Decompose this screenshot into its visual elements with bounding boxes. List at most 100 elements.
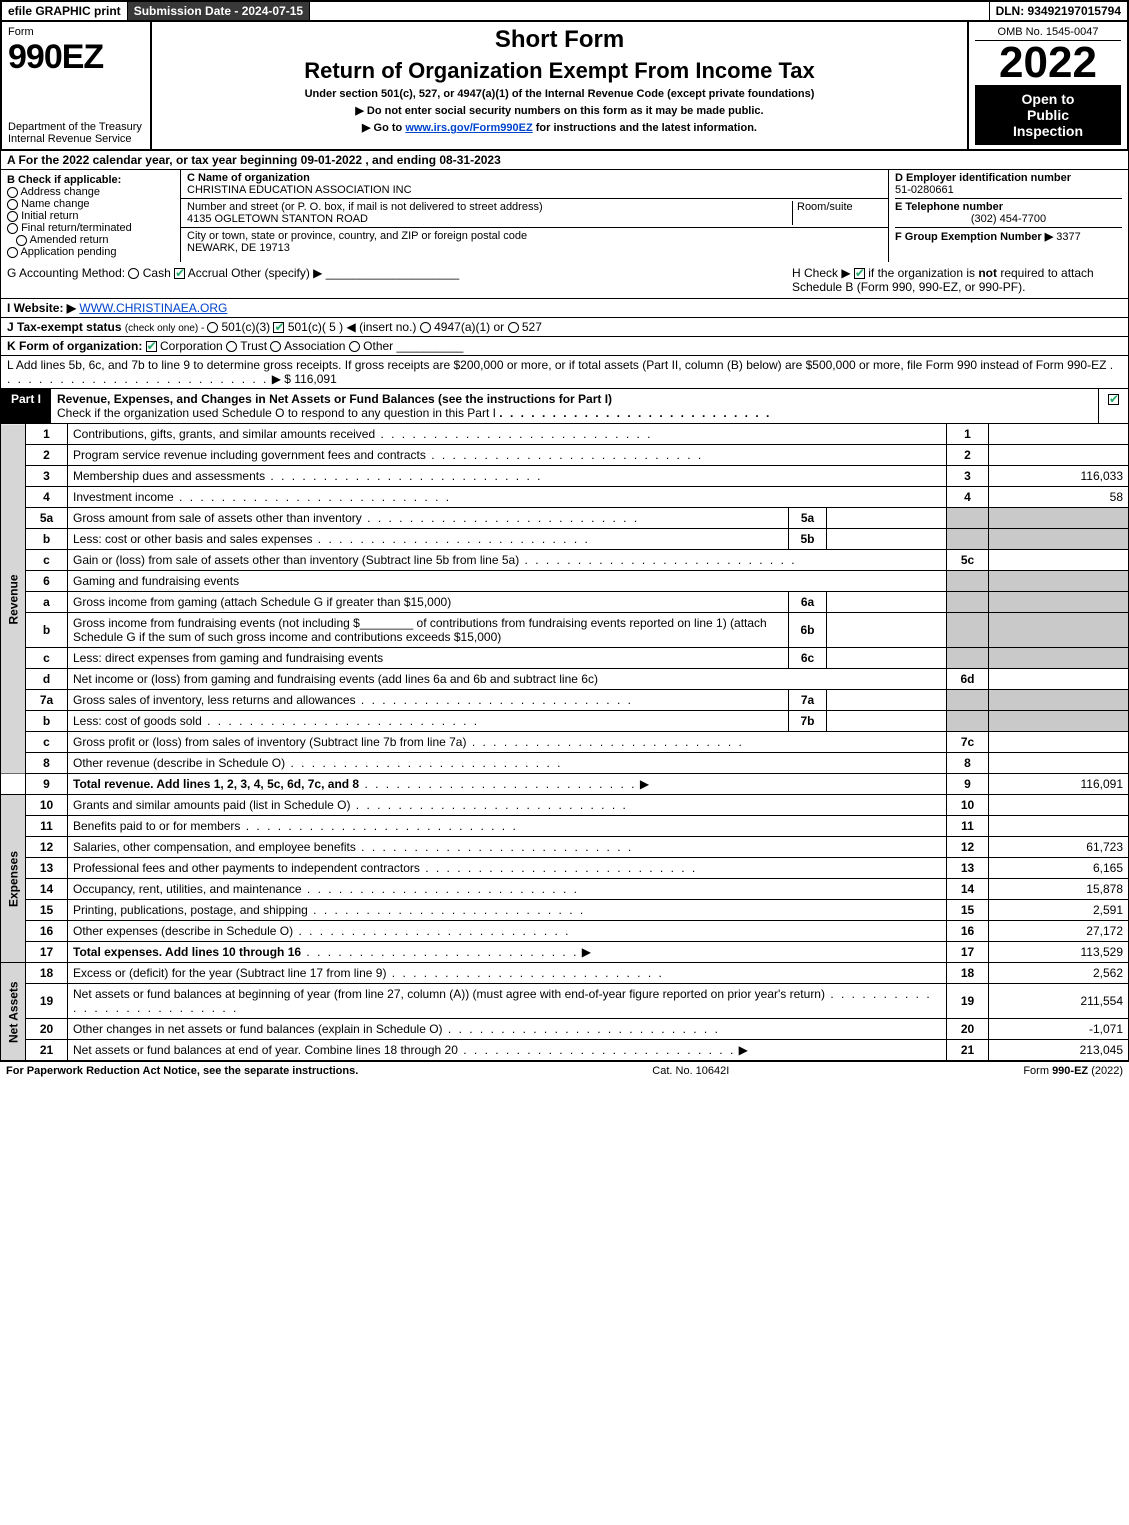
cb-schedule-b[interactable]	[854, 268, 865, 279]
num-2: 2	[947, 445, 989, 466]
dept-irs: Internal Revenue Service	[8, 133, 132, 145]
table-row: 20 Other changes in net assets or fund b…	[1, 1019, 1129, 1040]
cb-association[interactable]	[270, 341, 281, 352]
table-row: Revenue 1 Contributions, gifts, grants, …	[1, 424, 1129, 445]
cb-4947[interactable]	[420, 322, 431, 333]
subval-6a	[827, 592, 947, 613]
irs-link[interactable]: www.irs.gov/Form990EZ	[405, 122, 532, 134]
cb-corporation[interactable]	[146, 341, 157, 352]
lineno-16: 16	[26, 921, 68, 942]
open2: Public	[1027, 107, 1069, 123]
table-row: Net Assets 18 Excess or (deficit) for th…	[1, 963, 1129, 984]
cb-trust[interactable]	[226, 341, 237, 352]
org-city: NEWARK, DE 19713	[187, 242, 290, 254]
e-phone-val: (302) 454-7700	[895, 213, 1122, 225]
j-label: J Tax-exempt status	[7, 320, 122, 334]
lineno-17: 17	[26, 942, 68, 963]
val-8	[989, 753, 1129, 774]
footer-right-form: 990-EZ	[1052, 1065, 1088, 1077]
val-11	[989, 816, 1129, 837]
revenue-side-label: Revenue	[1, 424, 26, 774]
org-name: CHRISTINA EDUCATION ASSOCIATION INC	[187, 184, 412, 196]
cb-part-i-schedule-o[interactable]	[1108, 394, 1119, 405]
desc-6d: Net income or (loss) from gaming and fun…	[73, 672, 598, 686]
h-text2: if the organization is	[868, 266, 978, 280]
table-row: c Less: direct expenses from gaming and …	[1, 648, 1129, 669]
lbl-trust: Trust	[240, 339, 267, 353]
desc-7c: Gross profit or (loss) from sales of inv…	[73, 735, 466, 749]
cb-527[interactable]	[508, 322, 519, 333]
desc-5c: Gain or (loss) from sale of assets other…	[73, 553, 519, 567]
desc-13: Professional fees and other payments to …	[73, 861, 420, 875]
lineno-4: 4	[26, 487, 68, 508]
num-9: 9	[947, 774, 989, 795]
part-i-check-cell	[1098, 389, 1128, 423]
val-21: 213,045	[989, 1040, 1129, 1061]
cb-name-change[interactable]	[7, 199, 18, 210]
cb-address-change[interactable]	[7, 187, 18, 198]
lbl-application-pending: Application pending	[20, 246, 116, 258]
num-5a-grey	[947, 508, 989, 529]
lbl-address-change: Address change	[20, 186, 100, 198]
goto-pre: ▶ Go to	[362, 122, 405, 134]
table-row: 21 Net assets or fund balances at end of…	[1, 1040, 1129, 1061]
lbl-other-org: Other	[363, 339, 393, 353]
part-i-check-text: Check if the organization used Schedule …	[57, 406, 496, 420]
num-1: 1	[947, 424, 989, 445]
row-gh: G Accounting Method: Cash Accrual Other …	[0, 262, 1129, 299]
website-link[interactable]: WWW.CHRISTINAEA.ORG	[79, 301, 227, 315]
form-header: Form 990EZ Department of the Treasury In…	[0, 22, 1129, 151]
lineno-12: 12	[26, 837, 68, 858]
cb-accrual[interactable]	[174, 268, 185, 279]
num-19: 19	[947, 984, 989, 1019]
table-row: 6 Gaming and fundraising events	[1, 571, 1129, 592]
val-19: 211,554	[989, 984, 1129, 1019]
form-number: 990EZ	[8, 38, 144, 77]
sub-6b: 6b	[789, 613, 827, 648]
cb-amended-return[interactable]	[16, 235, 27, 246]
h-not: not	[978, 266, 997, 280]
footer-right-post: (2022)	[1088, 1065, 1123, 1077]
sub-7b: 7b	[789, 711, 827, 732]
val-10	[989, 795, 1129, 816]
table-row: 12 Salaries, other compensation, and emp…	[1, 837, 1129, 858]
num-6-grey	[947, 571, 989, 592]
cb-final-return[interactable]	[7, 223, 18, 234]
h-text1: H Check ▶	[792, 266, 851, 280]
num-15: 15	[947, 900, 989, 921]
lineno-13: 13	[26, 858, 68, 879]
row-a-calendar-year: A For the 2022 calendar year, or tax yea…	[0, 151, 1129, 170]
val-5c	[989, 550, 1129, 571]
footer-right: Form 990-EZ (2022)	[1023, 1065, 1123, 1077]
val-4: 58	[989, 487, 1129, 508]
lineno-5c: c	[26, 550, 68, 571]
cb-501c[interactable]	[273, 322, 284, 333]
table-row: 4 Investment income 4 58	[1, 487, 1129, 508]
table-row: 19 Net assets or fund balances at beginn…	[1, 984, 1129, 1019]
cb-cash[interactable]	[128, 268, 139, 279]
val-7b-grey	[989, 711, 1129, 732]
l-text: L Add lines 5b, 6c, and 7b to line 9 to …	[7, 358, 1106, 372]
lbl-final-return: Final return/terminated	[21, 222, 132, 234]
cb-initial-return[interactable]	[7, 211, 18, 222]
lines-table: Revenue 1 Contributions, gifts, grants, …	[0, 424, 1129, 1061]
val-6c-grey	[989, 648, 1129, 669]
cb-other-org[interactable]	[349, 341, 360, 352]
cb-501c3[interactable]	[207, 322, 218, 333]
b-header: B Check if applicable:	[7, 174, 174, 186]
efile-print-button[interactable]: efile GRAPHIC print	[2, 2, 128, 20]
lbl-name-change: Name change	[21, 198, 90, 210]
sub-5a: 5a	[789, 508, 827, 529]
lbl-501c3: 501(c)(3)	[221, 320, 270, 334]
table-row: 17 Total expenses. Add lines 10 through …	[1, 942, 1129, 963]
lineno-2: 2	[26, 445, 68, 466]
num-12: 12	[947, 837, 989, 858]
desc-5b: Less: cost or other basis and sales expe…	[73, 532, 312, 546]
submission-date-button[interactable]: Submission Date - 2024-07-15	[128, 2, 310, 20]
table-row: 5a Gross amount from sale of assets othe…	[1, 508, 1129, 529]
cb-application-pending[interactable]	[7, 247, 18, 258]
table-row: 14 Occupancy, rent, utilities, and maint…	[1, 879, 1129, 900]
num-6d: 6d	[947, 669, 989, 690]
desc-14: Occupancy, rent, utilities, and maintena…	[73, 882, 302, 896]
lbl-amended-return: Amended return	[30, 234, 109, 246]
